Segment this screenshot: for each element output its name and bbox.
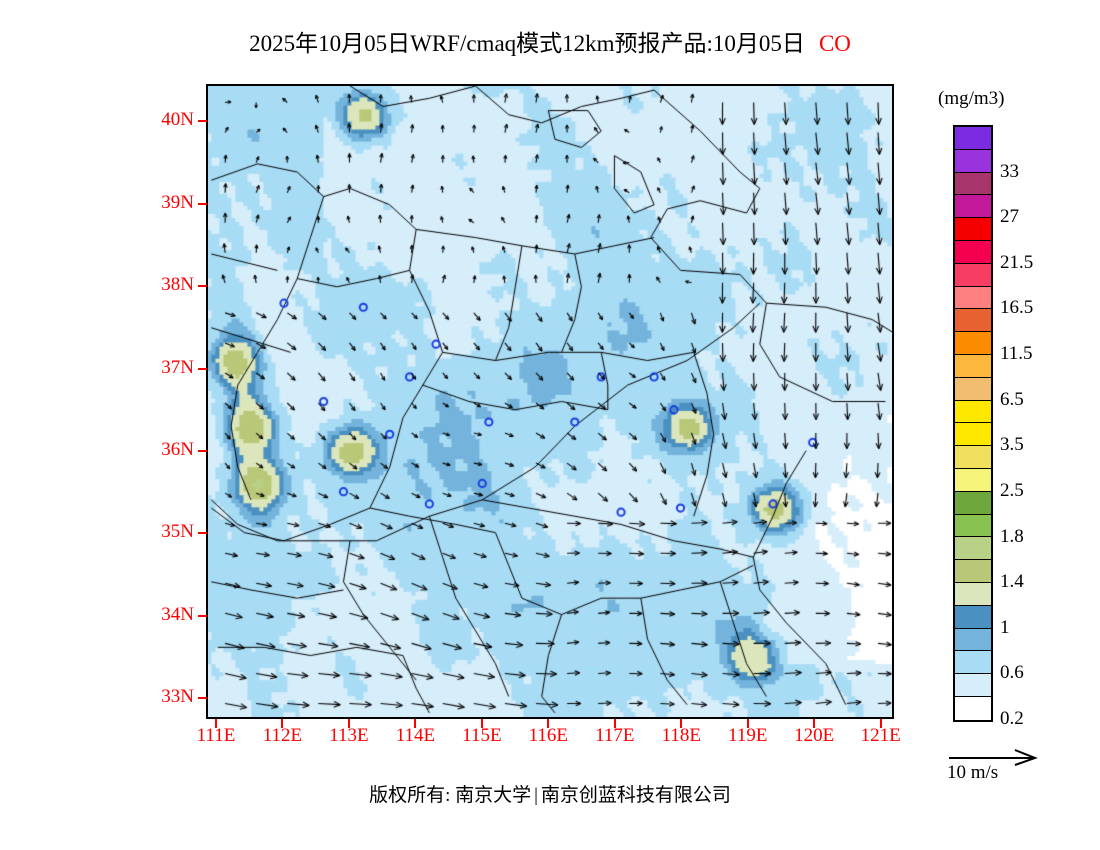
forecast-map[interactable] xyxy=(206,84,894,719)
colorbar-band-1 xyxy=(955,149,991,173)
lat-label-35N: 35N xyxy=(161,521,194,543)
lat-tick-38N xyxy=(198,285,207,288)
lon-tick-118E xyxy=(680,719,683,728)
lon-label-113E: 113E xyxy=(329,725,369,746)
lon-label-119E: 119E xyxy=(728,725,768,746)
colorbar-band-23 xyxy=(955,651,991,675)
colorbar[interactable] xyxy=(953,125,993,722)
lat-label-36N: 36N xyxy=(161,438,194,460)
colorbar-band-2 xyxy=(955,172,991,196)
colorbar-band-17 xyxy=(955,514,991,538)
colorbar-band-5 xyxy=(955,240,991,264)
colorbar-band-4 xyxy=(955,218,991,241)
colorbar-band-12 xyxy=(955,400,991,424)
lon-tick-121E xyxy=(879,719,882,728)
colorbar-label-2.5: 2.5 xyxy=(1000,479,1024,501)
colorbar-band-9 xyxy=(955,332,991,355)
colorbar-label-0.6: 0.6 xyxy=(1000,662,1024,684)
lon-tick-116E xyxy=(547,719,550,728)
footer-separator: | xyxy=(534,785,538,806)
colorbar-band-11 xyxy=(955,377,991,401)
colorbar-label-1.4: 1.4 xyxy=(1000,571,1024,593)
colorbar-band-22 xyxy=(955,628,991,652)
colorbar-band-20 xyxy=(955,582,991,606)
lat-label-40N: 40N xyxy=(161,109,194,131)
lon-tick-117E xyxy=(613,719,616,728)
lat-label-34N: 34N xyxy=(161,603,194,625)
colorbar-label-6.5: 6.5 xyxy=(1000,388,1024,410)
colorbar-label-27: 27 xyxy=(1000,206,1019,228)
lat-label-39N: 39N xyxy=(161,191,194,213)
colorbar-band-25 xyxy=(955,696,991,720)
lon-tick-120E xyxy=(813,719,816,728)
colorbar-band-15 xyxy=(955,468,991,492)
lon-label-112E: 112E xyxy=(262,725,303,746)
colorbar-label-1.8: 1.8 xyxy=(1000,525,1024,547)
colorbar-band-10 xyxy=(955,354,991,378)
colorbar-band-21 xyxy=(955,605,991,629)
lon-tick-113E xyxy=(347,719,350,728)
lon-tick-119E xyxy=(746,719,749,728)
lat-label-37N: 37N xyxy=(161,356,194,378)
lon-label-117E: 117E xyxy=(595,725,635,746)
colorbar-band-13 xyxy=(955,423,991,447)
lat-tick-36N xyxy=(198,449,207,452)
lat-tick-33N xyxy=(198,697,207,700)
title-main-text: 2025年10月05日WRF/cmaq模式12km预报产品:10月05日 xyxy=(249,31,805,56)
footer-copyright: 版权所有: 南京大学 | 南京创蓝科技有限公司 xyxy=(0,780,1100,807)
lon-tick-111E xyxy=(214,719,217,728)
lat-tick-40N xyxy=(198,120,207,123)
colorbar-label-21.5: 21.5 xyxy=(1000,251,1034,273)
wind-scale-label: 10 m/s xyxy=(947,762,999,783)
lat-tick-37N xyxy=(198,367,207,370)
lon-label-114E: 114E xyxy=(395,725,436,746)
colorbar-label-1: 1 xyxy=(1000,616,1010,638)
colorbar-label-16.5: 16.5 xyxy=(1000,297,1034,319)
lon-label-115E: 115E xyxy=(462,725,502,746)
colorbar-label-3.5: 3.5 xyxy=(1000,434,1024,456)
footer-company-text: 南京创蓝科技有限公司 xyxy=(540,785,731,806)
colorbar-label-11.5: 11.5 xyxy=(1000,343,1033,365)
colorbar-band-3 xyxy=(955,195,991,219)
colorbar-band-8 xyxy=(955,309,991,333)
colorbar-band-0 xyxy=(955,127,991,150)
lon-label-116E: 116E xyxy=(528,725,569,746)
colorbar-band-24 xyxy=(955,674,991,697)
lat-tick-35N xyxy=(198,532,207,535)
title-species-label: CO xyxy=(818,31,851,56)
lon-label-118E: 118E xyxy=(661,725,701,746)
lon-label-120E: 120E xyxy=(794,725,835,746)
lon-tick-115E xyxy=(480,719,483,728)
lon-tick-112E xyxy=(281,719,284,728)
lon-tick-114E xyxy=(414,719,417,728)
lon-label-121E: 121E xyxy=(860,725,901,746)
colorbar-band-18 xyxy=(955,537,991,561)
colorbar-band-19 xyxy=(955,560,991,583)
wind-scale-arrow xyxy=(945,748,1085,768)
colorbar-label-0.2: 0.2 xyxy=(1000,708,1024,729)
lat-label-38N: 38N xyxy=(161,274,194,296)
footer-copyright-text: 版权所有: 南京大学 xyxy=(369,785,532,806)
colorbar-label-33: 33 xyxy=(1000,160,1019,182)
lat-label-33N: 33N xyxy=(161,686,194,708)
colorbar-band-7 xyxy=(955,286,991,310)
colorbar-units-label: (mg/m3) xyxy=(938,88,1005,109)
lon-label-111E: 111E xyxy=(196,725,236,746)
colorbar-band-14 xyxy=(955,446,991,469)
lat-tick-39N xyxy=(198,202,207,205)
colorbar-band-16 xyxy=(955,491,991,515)
page-title: 2025年10月05日WRF/cmaq模式12km预报产品:10月05日 CO xyxy=(0,24,1100,58)
lat-tick-34N xyxy=(198,614,207,617)
colorbar-band-6 xyxy=(955,263,991,287)
map-contour-canvas xyxy=(208,86,892,717)
